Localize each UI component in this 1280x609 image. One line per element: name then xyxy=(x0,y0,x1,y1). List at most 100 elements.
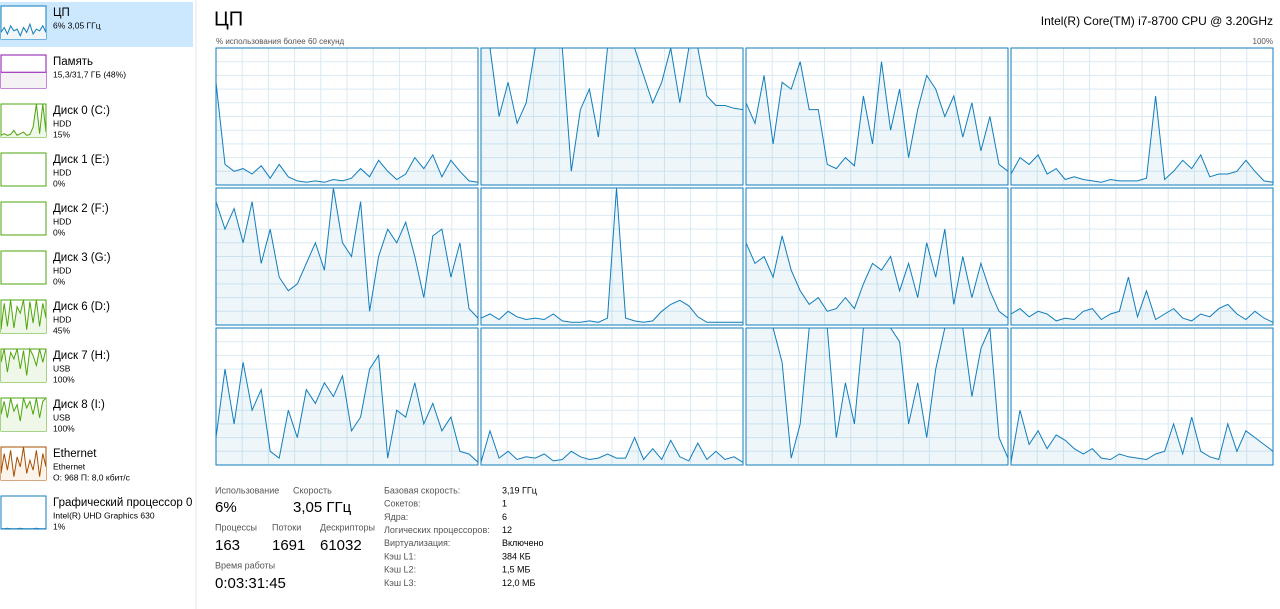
item-detail: HDD xyxy=(53,265,71,275)
stat-label: Время работы xyxy=(215,560,275,570)
item-name: Диск 3 (G:) xyxy=(53,252,111,264)
usage-line xyxy=(0,347,47,376)
item-detail: USB xyxy=(53,363,71,373)
page-title: ЦП xyxy=(214,8,243,30)
property-value: 1 xyxy=(502,499,507,509)
item-name: Графический процессор 0 xyxy=(53,497,192,509)
graph-caption: % использования более 60 секунд xyxy=(216,37,345,46)
item-name: Диск 1 (E:) xyxy=(53,154,109,166)
area-fill xyxy=(1,104,46,137)
property-label: Базовая скорость: xyxy=(384,485,460,495)
item-detail: 6% 3,05 ГГц xyxy=(53,20,101,30)
property-label: Логических процессоров: xyxy=(384,525,490,535)
core-frame xyxy=(215,327,479,466)
stat-value: 61032 xyxy=(320,537,362,554)
item-detail: 45% xyxy=(53,325,70,335)
core-frame xyxy=(1010,327,1274,466)
item-detail: 15% xyxy=(53,129,70,139)
usage-line xyxy=(215,82,479,183)
area-fill xyxy=(1,349,46,382)
area-fill xyxy=(1011,96,1273,185)
area-fill xyxy=(481,430,743,465)
area-fill xyxy=(216,355,478,465)
thumbnail xyxy=(0,250,47,285)
core-frame xyxy=(1010,187,1274,326)
usage-line xyxy=(0,397,47,422)
item-detail: HDD xyxy=(53,118,71,128)
item-detail: 100% xyxy=(53,423,75,433)
area-fill xyxy=(216,188,478,325)
item-detail: HDD xyxy=(53,167,71,177)
usage-line xyxy=(745,61,1009,172)
stat-label: Дескрипторы xyxy=(320,522,375,532)
graph-max: 100% xyxy=(1253,37,1273,46)
item-detail: Ethernet xyxy=(53,461,86,471)
item-detail: 15,3/31,7 ГБ (48%) xyxy=(53,69,126,79)
stat-value: 0:03:31:45 xyxy=(215,575,286,592)
usage-line xyxy=(480,187,743,323)
thumbnail xyxy=(0,495,47,530)
property-label: Виртуализация: xyxy=(384,538,450,548)
usage-line xyxy=(1010,410,1274,463)
property-value: 3,19 ГГц xyxy=(502,485,537,495)
area-fill xyxy=(746,229,1008,325)
property-value: Включено xyxy=(502,538,544,548)
usage-line xyxy=(0,22,47,37)
item-detail: 100% xyxy=(53,374,75,384)
item-name: Диск 8 (I:) xyxy=(53,399,105,411)
property-value: 6 xyxy=(502,512,507,522)
core-frame xyxy=(215,47,479,186)
usage-line xyxy=(480,429,744,463)
item-detail: 0% xyxy=(53,276,66,286)
core-frame xyxy=(480,187,744,326)
stat-label: Использование xyxy=(215,485,279,495)
area-fill xyxy=(746,328,1008,465)
stat-label: Процессы xyxy=(215,522,257,532)
property-label: Сокетов: xyxy=(384,499,421,509)
item-detail: HDD xyxy=(53,216,71,226)
usage-line xyxy=(215,187,479,319)
usage-line xyxy=(745,229,1009,319)
property-label: Кэш L2: xyxy=(384,565,416,575)
property-value: 1,5 МБ xyxy=(502,565,531,575)
core-frame xyxy=(745,47,1009,186)
usage-line xyxy=(1010,95,1274,183)
item-detail: О: 968 П: 8,0 кбит/с xyxy=(53,472,131,482)
stat-value: 3,05 ГГц xyxy=(293,499,352,516)
stat-label: Потоки xyxy=(272,522,301,532)
core-frame xyxy=(480,327,744,466)
cpu-model: Intel(R) Core(TM) i7-8700 CPU @ 3.20GHz xyxy=(1041,14,1273,28)
stat-label: Скорость xyxy=(293,485,332,495)
thumbnail xyxy=(0,152,47,187)
item-name: Диск 2 (F:) xyxy=(53,203,109,215)
area-fill xyxy=(1,24,46,39)
item-name: Память xyxy=(53,56,93,68)
area-fill xyxy=(1,300,46,333)
item-name: Диск 7 (H:) xyxy=(53,350,110,362)
usage-line xyxy=(1010,276,1274,323)
property-label: Кэш L1: xyxy=(384,551,416,561)
property-label: Кэш L3: xyxy=(384,578,416,588)
area-fill xyxy=(216,82,478,185)
item-detail: 1% xyxy=(53,521,66,531)
area-fill xyxy=(1,72,46,88)
item-detail: Intel(R) UHD Graphics 630 xyxy=(53,510,155,520)
area-fill xyxy=(1,447,46,480)
core-frame xyxy=(215,187,479,326)
area-fill xyxy=(746,61,1008,186)
item-detail: 0% xyxy=(53,178,66,188)
property-value: 384 КБ xyxy=(502,551,531,561)
thumbnail xyxy=(0,201,47,236)
usage-line xyxy=(215,353,479,463)
core-frame xyxy=(745,327,1009,466)
stat-value: 1691 xyxy=(272,537,305,554)
item-name: Ethernet xyxy=(53,448,97,460)
area-fill xyxy=(481,48,743,185)
usage-line xyxy=(0,446,47,477)
usage-line xyxy=(0,103,47,136)
item-name: ЦП xyxy=(53,7,70,19)
item-name: Диск 0 (C:) xyxy=(53,105,110,117)
